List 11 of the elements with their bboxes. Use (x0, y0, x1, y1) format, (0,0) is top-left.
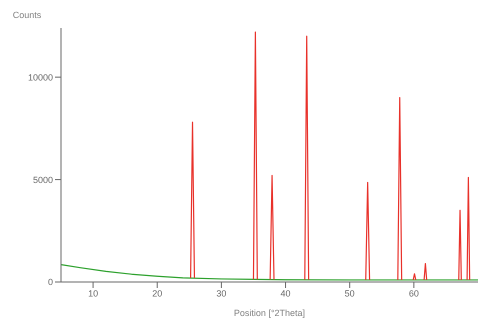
x-tick-label: 40 (280, 288, 291, 298)
y-tick-label: 5000 (32, 174, 53, 185)
x-axis-title: Position [°2Theta] (234, 308, 306, 318)
x-tick-label: 30 (216, 288, 226, 298)
x-tick-label: 10 (88, 288, 98, 298)
y-tick-label: 0 (48, 277, 53, 288)
x-tick-label: 60 (408, 288, 419, 298)
x-tick-label: 20 (152, 288, 162, 298)
y-tick-label: 10000 (28, 72, 53, 82)
x-tick-label: 50 (344, 288, 355, 298)
y-axis-title: Counts (12, 10, 42, 20)
